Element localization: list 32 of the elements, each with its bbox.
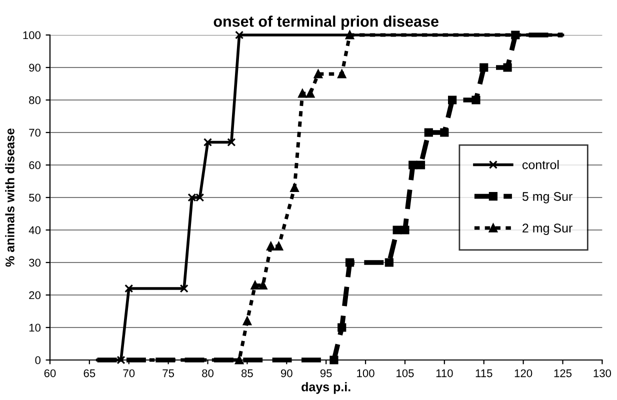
x-tick-label: 120	[514, 369, 532, 378]
y-tick-label: 50	[29, 194, 41, 202]
y-tick-label: 60	[29, 161, 41, 170]
y-tick-label: 30	[29, 258, 41, 267]
y-tick-label: 0	[35, 356, 41, 364]
y-tick-label: 20	[29, 291, 41, 300]
x-tick-label: 80	[202, 369, 214, 378]
y-tick-label: 10	[29, 324, 41, 332]
chart-title: onset of terminal prion disease	[214, 16, 438, 30]
legend-label: 2 mg Sur	[522, 224, 572, 235]
x-tick-label: 115	[476, 369, 492, 378]
x-tick-label: 85	[242, 369, 253, 378]
y-tick-label: 90	[29, 64, 41, 72]
y-tick-label: 100	[23, 31, 41, 40]
x-tick-label: 90	[280, 369, 292, 378]
x-tick-label: 105	[396, 369, 414, 378]
x-tick-label: 100	[357, 369, 374, 378]
x-tick-label: 95	[320, 369, 332, 378]
x-tick-label: 75	[162, 369, 174, 378]
x-tick-label: 130	[594, 369, 612, 378]
y-axis-title: % animals with disease	[5, 128, 14, 267]
y-tick-label: 80	[29, 96, 41, 104]
y-tick-label: 40	[28, 226, 41, 234]
x-tick-label: 65	[84, 369, 96, 378]
x-tick-label: 110	[436, 369, 453, 378]
y-tick-label: 70	[29, 128, 41, 137]
x-tick-label: 70	[123, 369, 135, 378]
legend-label: control	[522, 160, 559, 170]
x-axis-title: days p.i.	[302, 382, 350, 394]
x-tick-label: 60	[44, 369, 56, 378]
x-tick-label: 125	[554, 369, 572, 378]
legend-label: 5 mg Sur	[522, 192, 572, 204]
